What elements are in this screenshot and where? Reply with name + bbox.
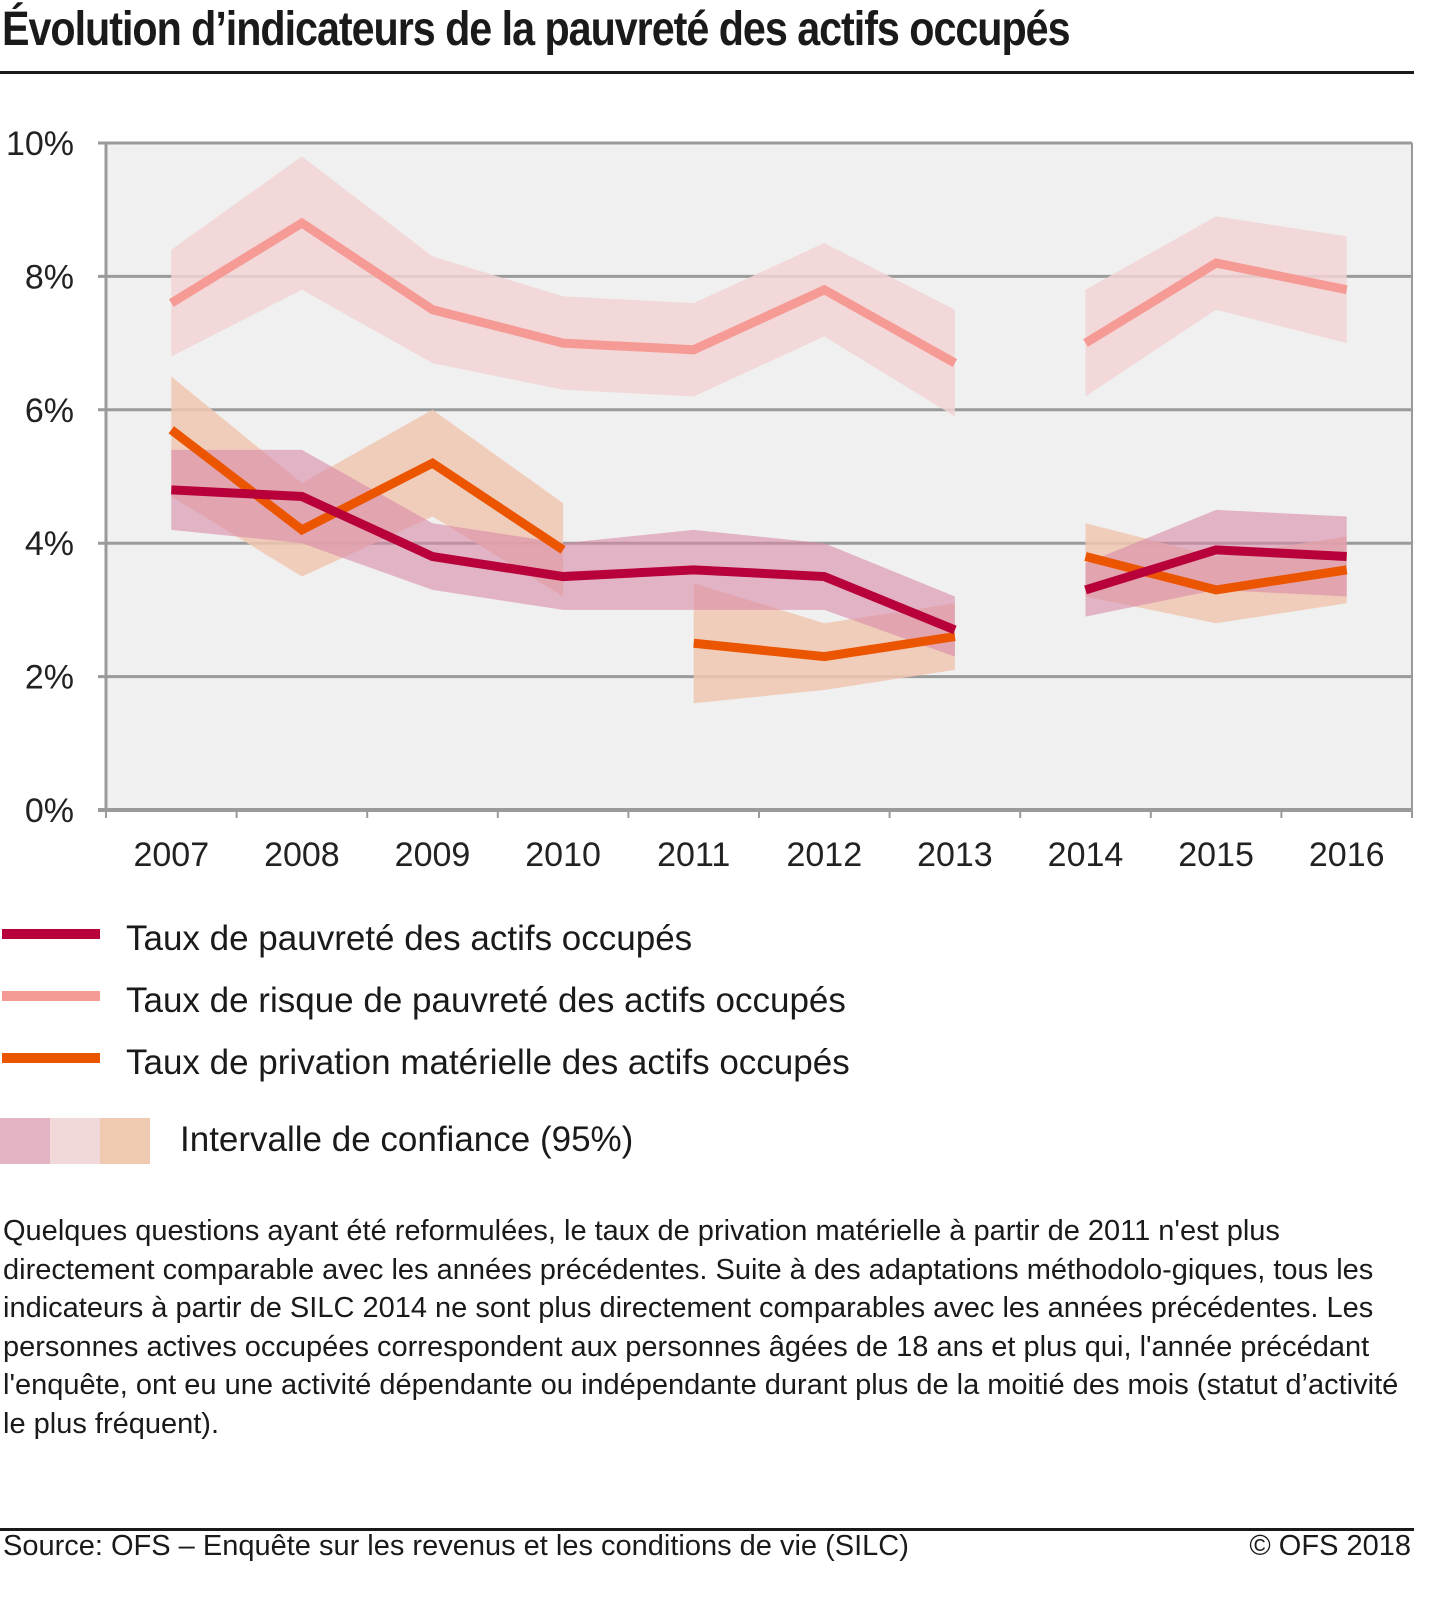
x-tick-labels: 2007 2008 2009 2010 2011 2012 2013 2014 2015 2016 (133, 836, 1384, 874)
x-tick-label: 2007 (133, 836, 209, 874)
footnote: Quelques questions ayant été reformulées… (3, 1215, 1399, 1440)
x-tick-label: 2012 (786, 836, 862, 874)
x-tick-label: 2010 (525, 836, 601, 874)
x-tick-label: 2013 (917, 836, 993, 874)
ci-swatch-pauvrete (0, 1118, 50, 1164)
legend-label: Taux de risque de pauvreté des actifs oc… (126, 981, 846, 1020)
chart-title: Évolution d’indicateurs de la pauvreté d… (2, 3, 1071, 56)
ci-band-series0-seg1 (1085, 216, 1347, 397)
title-divider (0, 71, 1414, 74)
ci-swatch-risque (50, 1118, 100, 1164)
ci-band-series1-seg1 (693, 583, 955, 704)
ci-swatch-privation (100, 1118, 150, 1164)
x-tick-label: 2016 (1309, 836, 1385, 874)
legend-swatch-privation (2, 1053, 100, 1063)
legend-label: Taux de privation matérielle des actifs … (126, 1043, 850, 1082)
x-tick-label: 2008 (264, 836, 340, 874)
y-tick-label: 2% (25, 659, 74, 697)
x-tick-label: 2015 (1178, 836, 1254, 874)
ci-band-series0-seg0 (171, 156, 955, 417)
y-tick-label: 0% (25, 792, 74, 830)
line-chart: 0%2%4%6%8%10% 2007 2008 2009 2010 2011 2012 20… (6, 125, 1413, 874)
x-tick-label: 2014 (1048, 836, 1124, 874)
x-tick-label: 2011 (657, 836, 730, 874)
series-line-1-seg0 (168, 426, 566, 554)
y-tick-labels: 0% 2% 4% 6% 8% 10% (6, 125, 74, 830)
y-tick-label: 4% (25, 525, 74, 563)
ci-band-series2-seg1 (1085, 509, 1347, 617)
x-tick-label: 2009 (395, 836, 471, 874)
legend-label: Taux de pauvreté des actifs occupés (126, 919, 693, 958)
legend-swatch-risque (2, 991, 100, 1001)
ci-band-series1-seg0 (171, 376, 564, 597)
y-tick-label: 8% (25, 258, 74, 296)
series-lines (168, 217, 1348, 662)
ci-legend-label: Intervalle de confiance (95%) (180, 1120, 634, 1159)
legend-swatch-pauvrete (2, 929, 100, 939)
confidence-bands (171, 156, 1347, 704)
y-tick-label: 6% (25, 392, 74, 430)
copyright-text: © OFS 2018 (1249, 1530, 1411, 1562)
axes (98, 143, 1413, 818)
source-text: Source: OFS – Enquête sur les revenus et… (3, 1530, 909, 1562)
y-tick-label: 10% (6, 125, 74, 163)
footer-divider (0, 1528, 1414, 1531)
